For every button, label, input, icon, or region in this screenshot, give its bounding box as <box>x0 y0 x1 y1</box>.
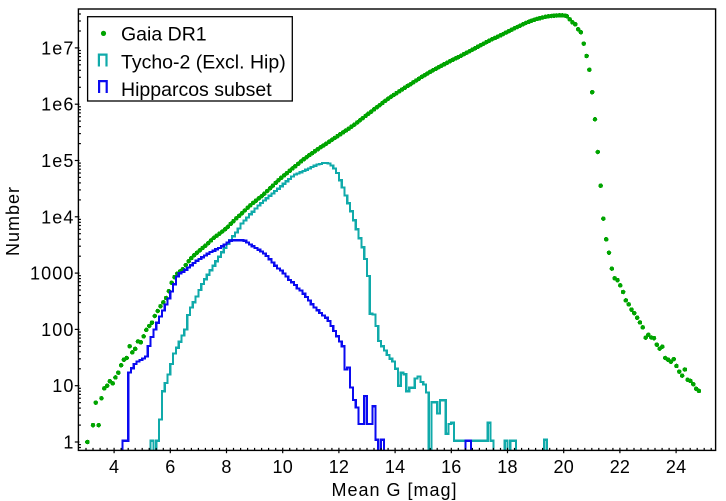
svg-text:14: 14 <box>385 457 405 477</box>
svg-text:1: 1 <box>63 433 74 453</box>
svg-text:1e7: 1e7 <box>41 38 74 58</box>
svg-text:1e6: 1e6 <box>41 95 74 115</box>
svg-text:24: 24 <box>666 457 686 477</box>
svg-text:1e4: 1e4 <box>41 207 74 227</box>
svg-text:Tycho-2 (Excl. Hip): Tycho-2 (Excl. Hip) <box>121 51 286 73</box>
svg-text:8: 8 <box>221 457 231 477</box>
svg-text:22: 22 <box>610 457 630 477</box>
svg-text:4: 4 <box>109 457 119 477</box>
svg-text:100: 100 <box>41 320 74 340</box>
svg-text:12: 12 <box>329 457 349 477</box>
svg-text:Gaia DR1: Gaia DR1 <box>121 24 207 46</box>
svg-text:20: 20 <box>553 457 573 477</box>
svg-text:16: 16 <box>441 457 461 477</box>
svg-text:1e5: 1e5 <box>41 151 74 171</box>
svg-text:10: 10 <box>272 457 292 477</box>
svg-text:Mean G [mag]: Mean G [mag] <box>331 480 457 500</box>
svg-text:1000: 1000 <box>30 264 74 284</box>
svg-text:6: 6 <box>165 457 175 477</box>
svg-text:18: 18 <box>497 457 517 477</box>
svg-text:Number: Number <box>3 186 23 256</box>
svg-text:10: 10 <box>52 376 74 396</box>
svg-text:Hipparcos subset: Hipparcos subset <box>121 79 272 101</box>
